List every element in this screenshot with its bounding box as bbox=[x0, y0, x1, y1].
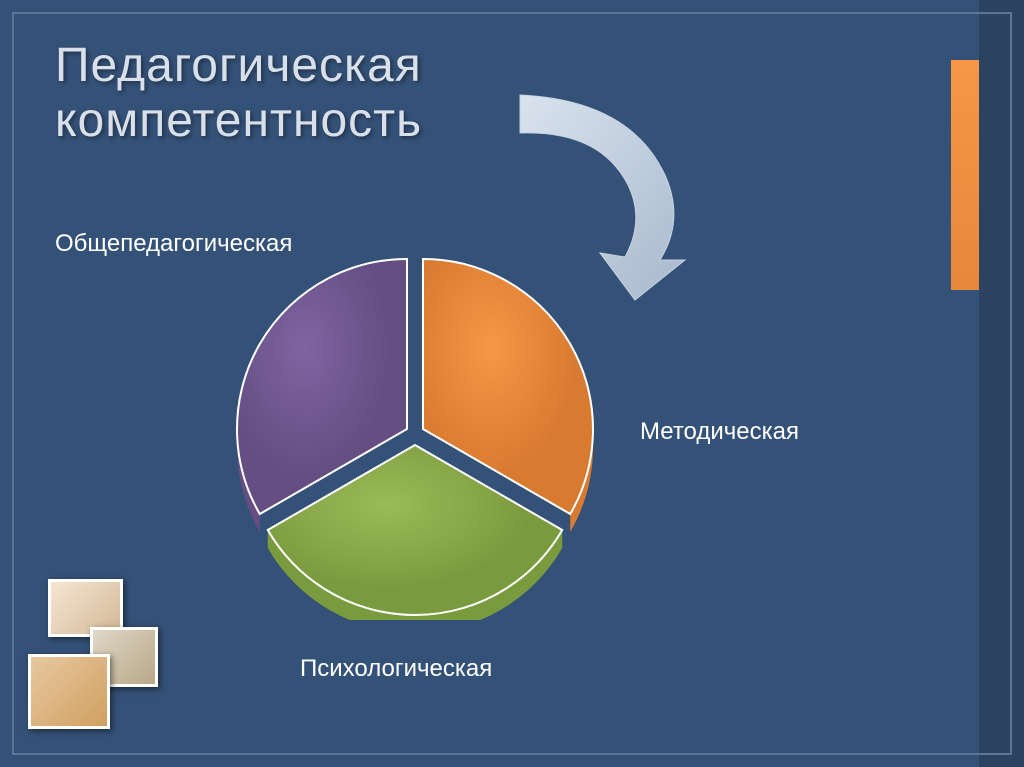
photo-collage bbox=[28, 579, 208, 739]
pie-chart bbox=[230, 250, 600, 620]
slide-background: Педагогическая компетентность Общепедаго… bbox=[0, 0, 1024, 767]
slice-label-psychological: Психологическая bbox=[300, 655, 492, 683]
title-line-1: Педагогическая bbox=[55, 39, 422, 92]
slice-label-general: Общепедагогическая bbox=[55, 230, 292, 258]
slice-label-methodical: Методическая bbox=[640, 418, 799, 446]
title-line-2: компетентность bbox=[55, 94, 422, 147]
photo-thumbnail-3 bbox=[28, 654, 110, 729]
slide-title: Педагогическая компетентность bbox=[55, 38, 422, 148]
